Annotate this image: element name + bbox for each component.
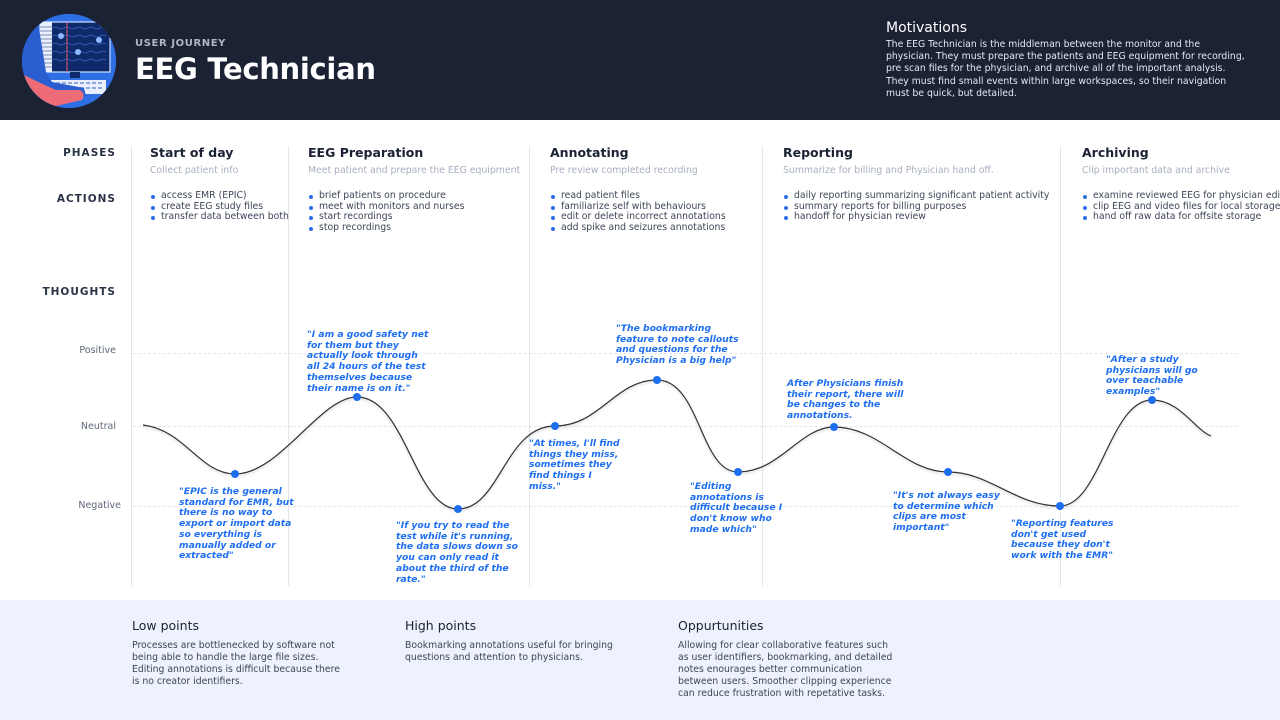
phase-subtitle: Clip important data and archive bbox=[1082, 165, 1230, 176]
action-item: daily reporting summarizing significant … bbox=[783, 190, 1049, 202]
actions-row-label: ACTIONS bbox=[56, 193, 116, 205]
phase-start-of-day: Start of day Collect patient info access… bbox=[150, 145, 289, 222]
page-title: EEG Technician bbox=[135, 52, 376, 86]
action-item: access EMR (EPIC) bbox=[150, 190, 289, 202]
phase-divider bbox=[762, 146, 763, 586]
phase-title: Archiving bbox=[1082, 145, 1149, 160]
phase-title: Reporting bbox=[783, 145, 853, 160]
motivations-body: The EEG Technician is the middleman betw… bbox=[886, 39, 1245, 99]
thought-point bbox=[454, 505, 462, 513]
action-item: add spike and seizures annotations bbox=[550, 222, 726, 234]
action-item: summary reports for billing purposes bbox=[783, 201, 1049, 213]
phase-actions-list: read patient files familiarize self with… bbox=[550, 190, 726, 234]
phase-archiving: Archiving Clip important data and archiv… bbox=[1082, 145, 1280, 222]
high-points-body: Bookmarking annotations useful for bring… bbox=[405, 640, 613, 663]
thought-point bbox=[830, 423, 838, 431]
thought-quote: "After a study physicians will go over t… bbox=[1106, 354, 1198, 398]
summary-footer: Low points Processes are bottlenecked by… bbox=[0, 600, 1280, 720]
high-points-section: High points Bookmarking annotations usef… bbox=[405, 618, 620, 664]
phase-divider bbox=[1060, 146, 1061, 586]
thought-quote: "At times, I'll find things they miss, s… bbox=[529, 438, 620, 492]
phase-eeg-preparation: EEG Preparation Meet patient and prepare… bbox=[308, 145, 521, 232]
low-points-body: Processes are bottlenecked by software n… bbox=[132, 640, 340, 687]
thought-point bbox=[734, 468, 742, 476]
phase-reporting: Reporting Summarize for billing and Phys… bbox=[783, 145, 1049, 222]
phases-row-label: PHASES bbox=[63, 147, 116, 159]
page-eyebrow: USER JOURNEY bbox=[135, 38, 227, 49]
phase-divider bbox=[131, 146, 132, 586]
action-item: stop recordings bbox=[308, 222, 464, 234]
action-item: brief patients on procedure bbox=[308, 190, 464, 202]
negative-gridline bbox=[133, 506, 1238, 507]
motivations-title: Motivations bbox=[886, 20, 967, 36]
action-item: edit or delete incorrect annotations bbox=[550, 212, 726, 223]
phase-actions-list: examine reviewed EEG for physician edits… bbox=[1082, 190, 1280, 223]
action-item: hand off raw data for offsite storage bbox=[1082, 212, 1280, 223]
thought-quote: "It's not always easy to determine which… bbox=[893, 490, 1000, 534]
low-points-section: Low points Processes are bottlenecked by… bbox=[132, 618, 347, 688]
thoughts-row-label: THOUGHTS bbox=[42, 286, 116, 298]
opportunities-section: Oppurtunities Allowing for clear collabo… bbox=[678, 618, 898, 700]
thought-point bbox=[353, 393, 361, 401]
thought-point bbox=[653, 376, 661, 384]
phase-title: Annotating bbox=[550, 145, 629, 160]
thought-point bbox=[1056, 502, 1064, 510]
thought-quote: "EPIC is the general standard for EMR, b… bbox=[179, 486, 294, 562]
phase-subtitle: Pre review completed recording bbox=[550, 165, 698, 176]
opportunities-body: Allowing for clear collaborative feature… bbox=[678, 640, 893, 699]
action-item: familiarize self with behaviours bbox=[550, 201, 726, 213]
phase-actions-list: access EMR (EPIC) create EEG study files… bbox=[150, 190, 289, 223]
action-item: handoff for physician review bbox=[783, 212, 1049, 223]
phase-subtitle: Meet patient and prepare the EEG equipme… bbox=[308, 165, 521, 176]
positive-gridline bbox=[133, 353, 1238, 354]
phase-actions-list: daily reporting summarizing significant … bbox=[783, 190, 1049, 223]
header: USER JOURNEY EEG Technician Motivations … bbox=[0, 0, 1280, 120]
thought-quote: "I am a good safety net for them but the… bbox=[307, 329, 429, 394]
action-item: create EEG study files bbox=[150, 201, 289, 213]
high-points-title: High points bbox=[405, 618, 477, 633]
thought-point bbox=[231, 470, 239, 478]
action-item: meet with monitors and nurses bbox=[308, 201, 464, 213]
action-item: transfer data between both bbox=[150, 212, 289, 223]
positive-label: Positive bbox=[79, 345, 116, 356]
thought-point bbox=[1148, 396, 1156, 404]
thought-quote: "Reporting features don't get used becau… bbox=[1011, 518, 1114, 562]
action-item: read patient files bbox=[550, 190, 726, 202]
action-item: start recordings bbox=[308, 212, 464, 223]
neutral-label: Neutral bbox=[80, 421, 116, 432]
phase-divider bbox=[288, 146, 289, 586]
thought-quote: "The bookmarking feature to note callout… bbox=[616, 323, 739, 367]
negative-label: Negative bbox=[78, 500, 121, 511]
thought-point bbox=[944, 468, 952, 476]
thought-quote: After Physicians finish their report, th… bbox=[787, 378, 904, 422]
phase-actions-list: brief patients on procedure meet with mo… bbox=[308, 190, 464, 234]
thought-quote: "Editing annotations is difficult becaus… bbox=[690, 481, 783, 535]
opportunities-title: Oppurtunities bbox=[678, 618, 764, 633]
phase-divider bbox=[529, 146, 530, 586]
neutral-gridline bbox=[133, 426, 1238, 427]
phase-title: EEG Preparation bbox=[308, 145, 424, 160]
phase-title: Start of day bbox=[150, 145, 234, 160]
phase-subtitle: Summarize for billing and Physician hand… bbox=[783, 165, 994, 176]
action-item: clip EEG and video files for local stora… bbox=[1082, 201, 1280, 213]
thought-point bbox=[551, 422, 559, 430]
phase-subtitle: Collect patient info bbox=[150, 165, 239, 176]
low-points-title: Low points bbox=[132, 618, 199, 633]
phase-annotating: Annotating Pre review completed recordin… bbox=[550, 145, 726, 232]
action-item: examine reviewed EEG for physician edits… bbox=[1082, 190, 1280, 202]
thought-quote: "If you try to read the test while it's … bbox=[396, 520, 518, 585]
